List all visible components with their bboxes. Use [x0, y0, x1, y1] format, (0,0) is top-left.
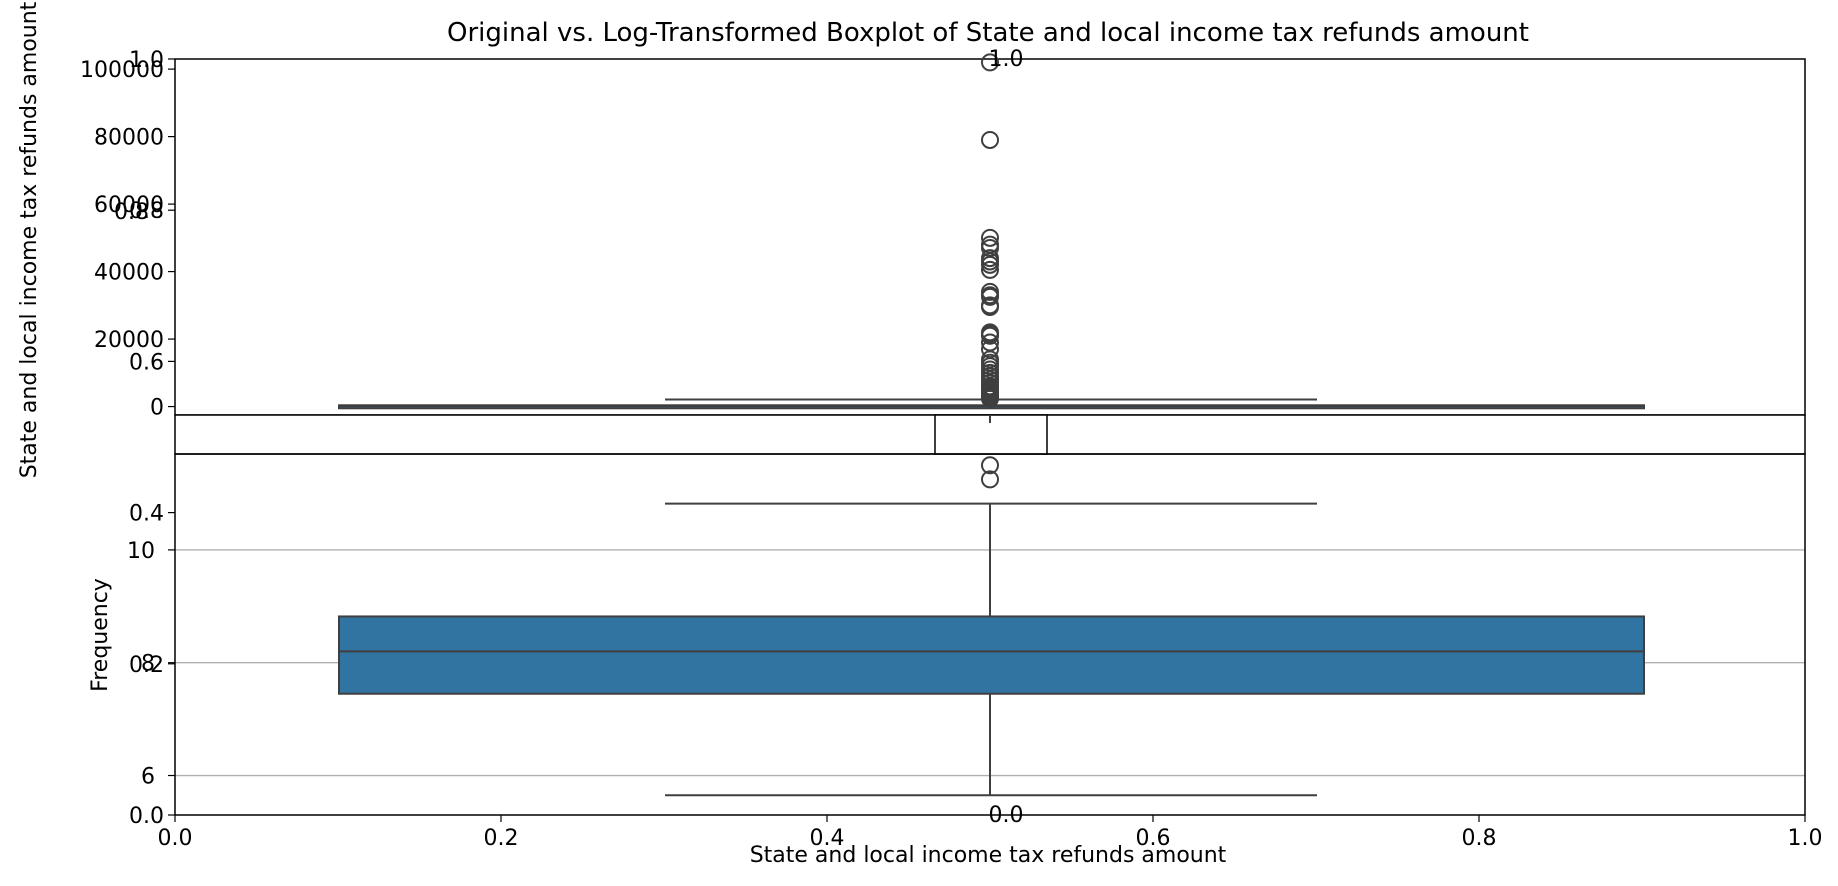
subplot-log: 6 8 10 Frequency [88, 453, 1806, 816]
outlier-point [981, 389, 999, 408]
outlier-point [981, 287, 999, 306]
y-tick-label: 60000 [94, 193, 164, 218]
y-tick-label: 100000 [80, 58, 164, 83]
plot-area: 0.0 0.2 0.4 0.6 0.8 1.0 0.0 0.2 0.4 0.6 0.8 1.0 0 200… [17, 1, 1823, 851]
box [338, 615, 1645, 695]
outer-y-tick-label: 0.8 [129, 199, 164, 224]
subplot-log-frame [174, 453, 1806, 816]
y-tick-label: 10 [127, 539, 155, 564]
outlier-point [981, 260, 999, 279]
x-axis-label: State and local income tax refunds amoun… [750, 843, 1227, 868]
outer-y-tick-label: 0.0 [129, 804, 164, 829]
chart-title: Original vs. Log-Transformed Boxplot of … [447, 18, 1529, 48]
y-tick-label: 80000 [94, 126, 164, 151]
outer-x-tick-label: 0.8 [1462, 826, 1497, 851]
outer-y-tick-label: 0.6 [129, 350, 164, 375]
inset-axes: 1.00.00.00.20.40.60.80.8 [114, 47, 1806, 828]
y-tick-label: 20000 [94, 328, 164, 353]
y-tick-label: 8 [141, 652, 155, 677]
outlier-point [981, 326, 999, 345]
y-axis-label-log: Frequency [88, 578, 113, 692]
outer-x-tick-label: 1.0 [1788, 826, 1823, 851]
y-tick-label: 6 [141, 765, 155, 790]
outlier-point [981, 298, 999, 317]
outlier-point [981, 53, 999, 72]
outer-x-tick-label: 0.2 [484, 826, 519, 851]
outlier-point [981, 228, 999, 247]
outer-y-tick-label: 1.0 [129, 48, 164, 73]
outlier-point [981, 130, 999, 149]
outer-y-tick-label: 0.4 [129, 502, 164, 527]
outlier-point [981, 470, 999, 489]
y-tick-label: 0 [150, 396, 164, 421]
inset-y-tick-label: 1.0 [989, 47, 1024, 72]
outer-x-tick-label: 0.6 [1136, 826, 1171, 851]
outlier-point [981, 456, 999, 475]
subplot-original: 0 20000 40000 60000 80000 100000 State and loc… [17, 1, 1806, 478]
overlap-y-tick-label: 0.8 [114, 200, 149, 225]
outlier-point [981, 255, 999, 274]
outer-x-tick-label: 0.0 [158, 826, 193, 851]
y-tick-label: 40000 [94, 261, 164, 286]
outer-x-tick-label: 0.4 [810, 826, 845, 851]
y-axis-label-original: State and local income tax refunds amoun… [17, 1, 42, 478]
outer-y-tick-label: 0.2 [129, 653, 164, 678]
